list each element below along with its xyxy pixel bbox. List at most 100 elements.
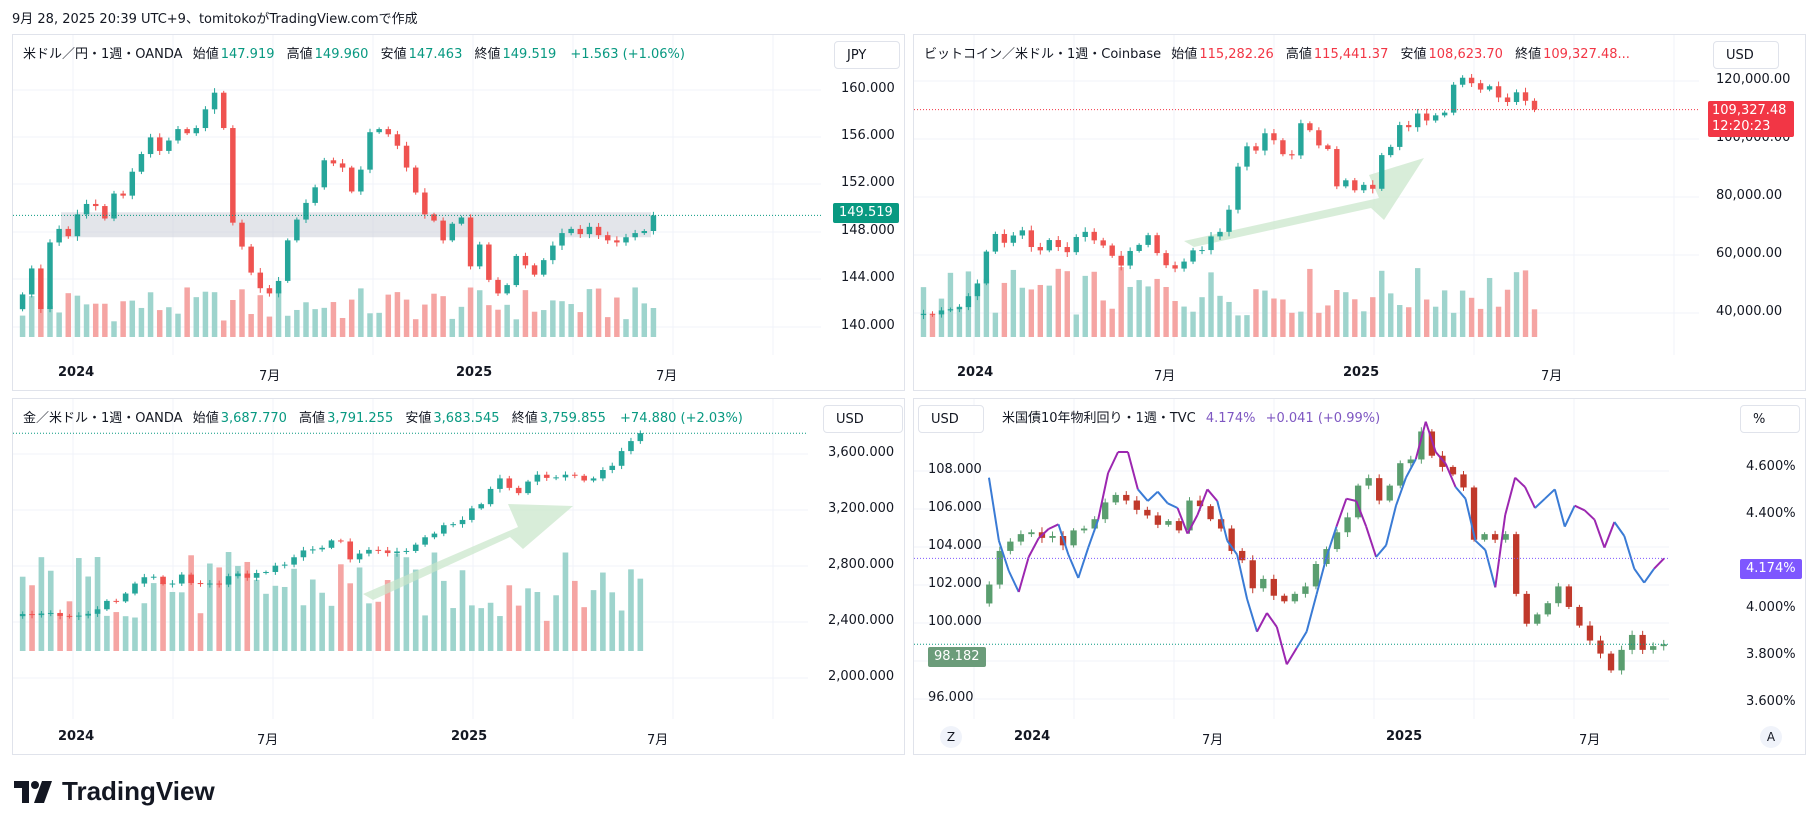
candle-body <box>525 481 531 494</box>
volume-bar <box>358 288 364 337</box>
z-scale-button[interactable]: Z <box>940 726 962 748</box>
yield-line-segment <box>1037 528 1050 540</box>
left-currency-button[interactable]: USD <box>918 405 984 433</box>
volume-bar <box>94 557 101 651</box>
x-tick-label: 2025 <box>1343 365 1380 380</box>
volume-bar <box>122 616 129 651</box>
candle-body <box>467 217 474 267</box>
y-tick-label: 144.000 <box>841 270 895 285</box>
candle-body <box>522 255 529 266</box>
candle-body <box>1244 146 1250 167</box>
close-value: 149.519 <box>502 47 557 62</box>
btcusd-chart-canvas[interactable] <box>914 35 1806 391</box>
usdjpy-chart-panel[interactable]: 米ドル／円・1週・OANDA 始値 147.919 高値 149.960 安値 147… <box>12 34 905 391</box>
volume-bar <box>1262 290 1268 337</box>
candle-body <box>376 129 382 133</box>
candle-body <box>1163 253 1169 266</box>
volume-bar <box>1495 306 1502 337</box>
candle-body <box>207 583 213 585</box>
candle-body <box>1450 84 1457 113</box>
yield-line-segment <box>1256 612 1268 633</box>
candle-body <box>367 132 373 170</box>
volume-bar <box>239 289 245 337</box>
volume-bar <box>38 302 44 337</box>
currency-button[interactable]: USD <box>823 405 903 433</box>
yield-line-segment <box>1305 594 1318 632</box>
candle-body <box>394 134 401 146</box>
candle-body <box>339 163 346 168</box>
volume-bar <box>486 305 492 337</box>
candle-body <box>1441 112 1448 116</box>
x-tick-label: 2024 <box>58 729 95 744</box>
candle-body <box>65 228 72 237</box>
candle-body <box>515 487 522 494</box>
candle-body <box>440 525 447 534</box>
candle-body <box>1262 133 1268 151</box>
candle-body <box>1344 517 1351 533</box>
y-tick-label: 3,200.000 <box>828 501 895 516</box>
candle-body <box>1199 250 1205 252</box>
volume-bar <box>394 553 400 651</box>
change-value: +0.041 (+0.99%) <box>1265 411 1381 426</box>
volume-bar <box>1217 295 1223 337</box>
yield-line-segment <box>1107 451 1119 474</box>
tradingview-logo[interactable]: TradingView <box>14 776 215 807</box>
us10y-chart-panel[interactable]: USD 米国債10年物利回り・1週・TVC 4.174% +0.041 (+0.… <box>913 398 1806 755</box>
volume-bar <box>506 585 513 651</box>
volume-bar <box>147 292 154 337</box>
candle-body <box>1281 595 1288 602</box>
candle-body <box>266 288 273 294</box>
volume-bar <box>207 563 213 651</box>
volume-bar <box>495 309 501 337</box>
candle-body <box>986 584 993 604</box>
btcusd-chart-panel[interactable]: ビットコイン／米ドル・1週・Coinbase 始値 115,282.26 高値 11… <box>913 34 1806 391</box>
usdjpy-chart-canvas[interactable] <box>13 35 905 391</box>
volume-bar <box>104 615 110 651</box>
candle-body <box>394 551 400 554</box>
volume-bar <box>366 603 372 651</box>
candle-body <box>1271 133 1277 141</box>
candle-body <box>1228 528 1235 551</box>
volume-bar <box>531 311 538 337</box>
currency-button[interactable]: USD <box>1713 41 1779 69</box>
yield-line-segment <box>1057 524 1070 555</box>
yield-line-segment <box>1027 537 1040 558</box>
us10y-chart-canvas[interactable] <box>914 399 1806 755</box>
volume-bar <box>476 290 483 337</box>
volume-bar <box>956 306 963 337</box>
candle-body <box>1280 140 1286 155</box>
right-y-tick-label: 4.000% <box>1746 600 1796 615</box>
auto-scale-button[interactable]: A <box>1760 726 1782 748</box>
x-tick-label: 2025 <box>451 729 488 744</box>
high-label: 高値 <box>286 47 313 62</box>
volume-bar <box>1010 269 1017 337</box>
yield-line-segment <box>1424 421 1437 453</box>
candle-body <box>1415 113 1421 128</box>
candle-body <box>1486 86 1493 90</box>
candle-body <box>1365 478 1372 486</box>
right-unit-button[interactable]: % <box>1740 405 1800 433</box>
candle-body <box>1144 509 1151 516</box>
volume-bar <box>938 298 945 337</box>
candle-body <box>1217 519 1225 529</box>
xauusd-chart-canvas[interactable] <box>13 399 905 755</box>
candle-body <box>562 474 569 478</box>
left-last-price-tag: 98.182 <box>928 647 986 667</box>
volume-bar <box>1343 292 1349 337</box>
yield-line-segment <box>1623 535 1636 569</box>
candle-body <box>160 576 166 585</box>
volume-bar <box>628 569 634 651</box>
volume-bar <box>113 612 120 651</box>
currency-button[interactable]: JPY <box>834 41 900 69</box>
candle-body <box>637 433 644 442</box>
yield-line-segment <box>1375 544 1387 558</box>
candle-body <box>992 233 999 252</box>
volume-bar <box>1154 278 1160 337</box>
candle-body <box>74 214 81 237</box>
candle-body <box>1423 113 1430 121</box>
xauusd-chart-panel[interactable]: 金／米ドル・1週・OANDA 始値 3,687.770 高値 3,791.255 安… <box>12 398 905 755</box>
volume-bar <box>1513 272 1520 337</box>
volume-bar <box>319 592 325 651</box>
low-label: 安値 <box>405 411 432 426</box>
candle-body <box>1102 502 1109 520</box>
